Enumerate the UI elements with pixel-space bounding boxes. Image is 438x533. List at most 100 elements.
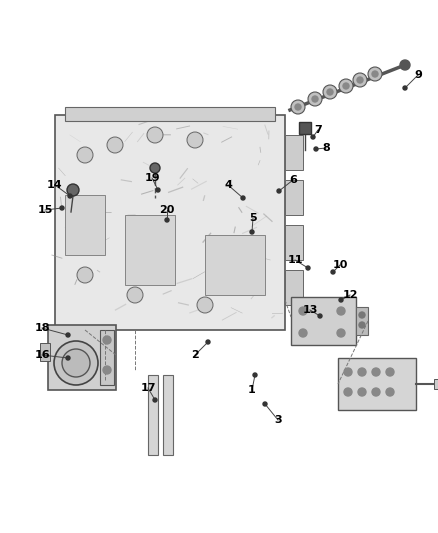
Bar <box>65 107 275 121</box>
Text: 2: 2 <box>191 350 199 360</box>
Circle shape <box>250 230 254 234</box>
Circle shape <box>353 73 367 87</box>
Bar <box>291 297 356 345</box>
Circle shape <box>66 356 70 360</box>
Circle shape <box>386 368 394 376</box>
Circle shape <box>66 333 70 337</box>
Bar <box>40 343 50 361</box>
Circle shape <box>247 277 263 293</box>
Circle shape <box>68 194 72 198</box>
Circle shape <box>344 368 352 376</box>
Circle shape <box>187 132 203 148</box>
Bar <box>125 215 175 285</box>
Text: 7: 7 <box>314 125 322 135</box>
Text: 9: 9 <box>414 70 422 80</box>
Circle shape <box>150 163 160 173</box>
Circle shape <box>127 287 143 303</box>
Circle shape <box>337 329 345 337</box>
Text: 8: 8 <box>322 143 330 153</box>
Circle shape <box>323 85 337 99</box>
Circle shape <box>337 307 345 315</box>
Circle shape <box>403 86 407 90</box>
Text: 1: 1 <box>248 385 256 395</box>
Bar <box>299 122 311 134</box>
Circle shape <box>359 322 365 328</box>
Circle shape <box>165 218 169 222</box>
Circle shape <box>263 402 267 406</box>
Bar <box>55 115 285 330</box>
Bar <box>434 379 438 389</box>
Circle shape <box>331 270 335 274</box>
Bar <box>338 358 416 410</box>
Circle shape <box>372 368 380 376</box>
Circle shape <box>344 388 352 396</box>
Circle shape <box>308 92 322 106</box>
Text: 10: 10 <box>332 260 348 270</box>
Bar <box>163 375 173 455</box>
Circle shape <box>107 137 123 153</box>
Bar <box>285 135 303 170</box>
Circle shape <box>339 298 343 302</box>
Circle shape <box>295 104 301 110</box>
Bar <box>65 195 105 255</box>
Bar <box>100 330 114 385</box>
Bar <box>285 180 303 215</box>
Circle shape <box>153 398 157 402</box>
Bar <box>285 270 303 305</box>
Circle shape <box>312 96 318 102</box>
Text: 20: 20 <box>159 205 175 215</box>
Circle shape <box>357 77 363 83</box>
Circle shape <box>400 60 410 70</box>
Circle shape <box>372 388 380 396</box>
Circle shape <box>67 184 79 196</box>
Circle shape <box>339 79 353 93</box>
Text: 6: 6 <box>289 175 297 185</box>
Text: 3: 3 <box>274 415 282 425</box>
Bar <box>205 235 265 295</box>
Circle shape <box>62 349 90 377</box>
Circle shape <box>372 71 378 77</box>
Circle shape <box>299 329 307 337</box>
Text: 4: 4 <box>224 180 232 190</box>
Circle shape <box>358 368 366 376</box>
Circle shape <box>368 67 382 81</box>
Text: 14: 14 <box>47 180 63 190</box>
Bar <box>148 375 158 455</box>
Bar <box>356 307 368 335</box>
Circle shape <box>359 312 365 318</box>
Circle shape <box>306 266 310 270</box>
Circle shape <box>77 147 93 163</box>
Circle shape <box>197 297 213 313</box>
Circle shape <box>147 127 163 143</box>
Circle shape <box>54 341 98 385</box>
Circle shape <box>253 373 257 377</box>
Circle shape <box>77 267 93 283</box>
Text: 13: 13 <box>302 305 318 315</box>
Circle shape <box>327 89 333 95</box>
Circle shape <box>299 307 307 315</box>
Circle shape <box>156 188 160 192</box>
Circle shape <box>103 366 111 374</box>
Text: 11: 11 <box>287 255 303 265</box>
Circle shape <box>311 135 315 139</box>
Bar <box>285 225 303 260</box>
Text: 12: 12 <box>342 290 358 300</box>
Circle shape <box>241 196 245 200</box>
Circle shape <box>314 147 318 151</box>
Circle shape <box>343 83 349 89</box>
Text: 18: 18 <box>34 323 50 333</box>
Circle shape <box>277 189 281 193</box>
Circle shape <box>386 388 394 396</box>
Circle shape <box>60 206 64 210</box>
Circle shape <box>103 336 111 344</box>
Text: 5: 5 <box>249 213 257 223</box>
Bar <box>48 325 116 390</box>
Circle shape <box>358 388 366 396</box>
Text: 15: 15 <box>37 205 53 215</box>
Circle shape <box>206 340 210 344</box>
Text: 16: 16 <box>34 350 50 360</box>
Text: 17: 17 <box>140 383 156 393</box>
Text: 19: 19 <box>144 173 160 183</box>
Circle shape <box>291 100 305 114</box>
Circle shape <box>318 314 322 318</box>
